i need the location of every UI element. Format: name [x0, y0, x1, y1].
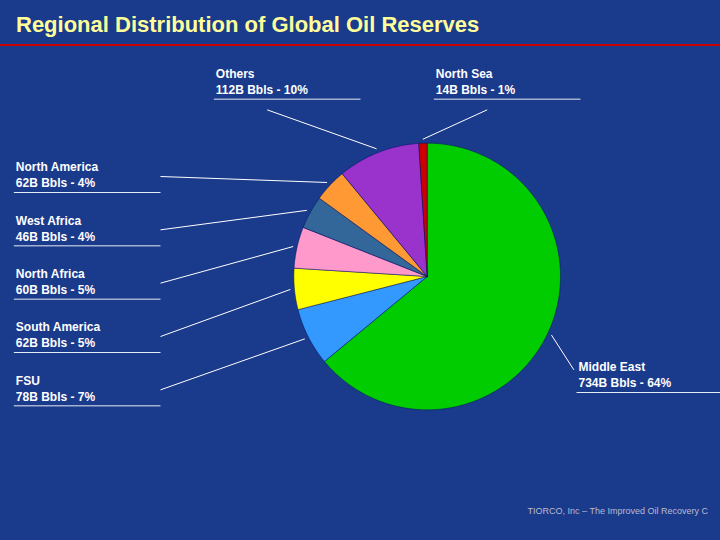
- svg-text:60B Bbls - 5%: 60B Bbls - 5%: [16, 283, 96, 297]
- svg-text:112B Bbls - 10%: 112B Bbls - 10%: [216, 83, 308, 97]
- svg-text:78B Bbls - 7%: 78B Bbls - 7%: [16, 390, 96, 404]
- html-text:Regional Distribution of Globa: Regional Distribution of Global Oil Rese…: [16, 12, 480, 37]
- svg-text:734B Bbls - 64%: 734B Bbls - 64%: [579, 376, 672, 390]
- svg-text:62B Bbls - 5%: 62B Bbls - 5%: [16, 336, 96, 350]
- svg-text:South America: South America: [16, 320, 101, 334]
- svg-text:Others: Others: [216, 67, 255, 81]
- svg-text:14B Bbls - 1%: 14B Bbls - 1%: [436, 83, 516, 97]
- svg-text:Middle East: Middle East: [579, 360, 646, 374]
- svg-text:North Sea: North Sea: [436, 67, 493, 81]
- svg-text:West Africa: West Africa: [16, 214, 82, 228]
- svg-text:FSU: FSU: [16, 374, 40, 388]
- svg-text:62B Bbls - 4%: 62B Bbls - 4%: [16, 176, 96, 190]
- html-text:TIORCO, Inc – The Improved Oil: TIORCO, Inc – The Improved Oil Recovery …: [527, 506, 708, 516]
- svg-text:North America: North America: [16, 160, 99, 174]
- svg-text:North Africa: North Africa: [16, 267, 85, 281]
- svg-text:46B Bbls - 4%: 46B Bbls - 4%: [16, 230, 96, 244]
